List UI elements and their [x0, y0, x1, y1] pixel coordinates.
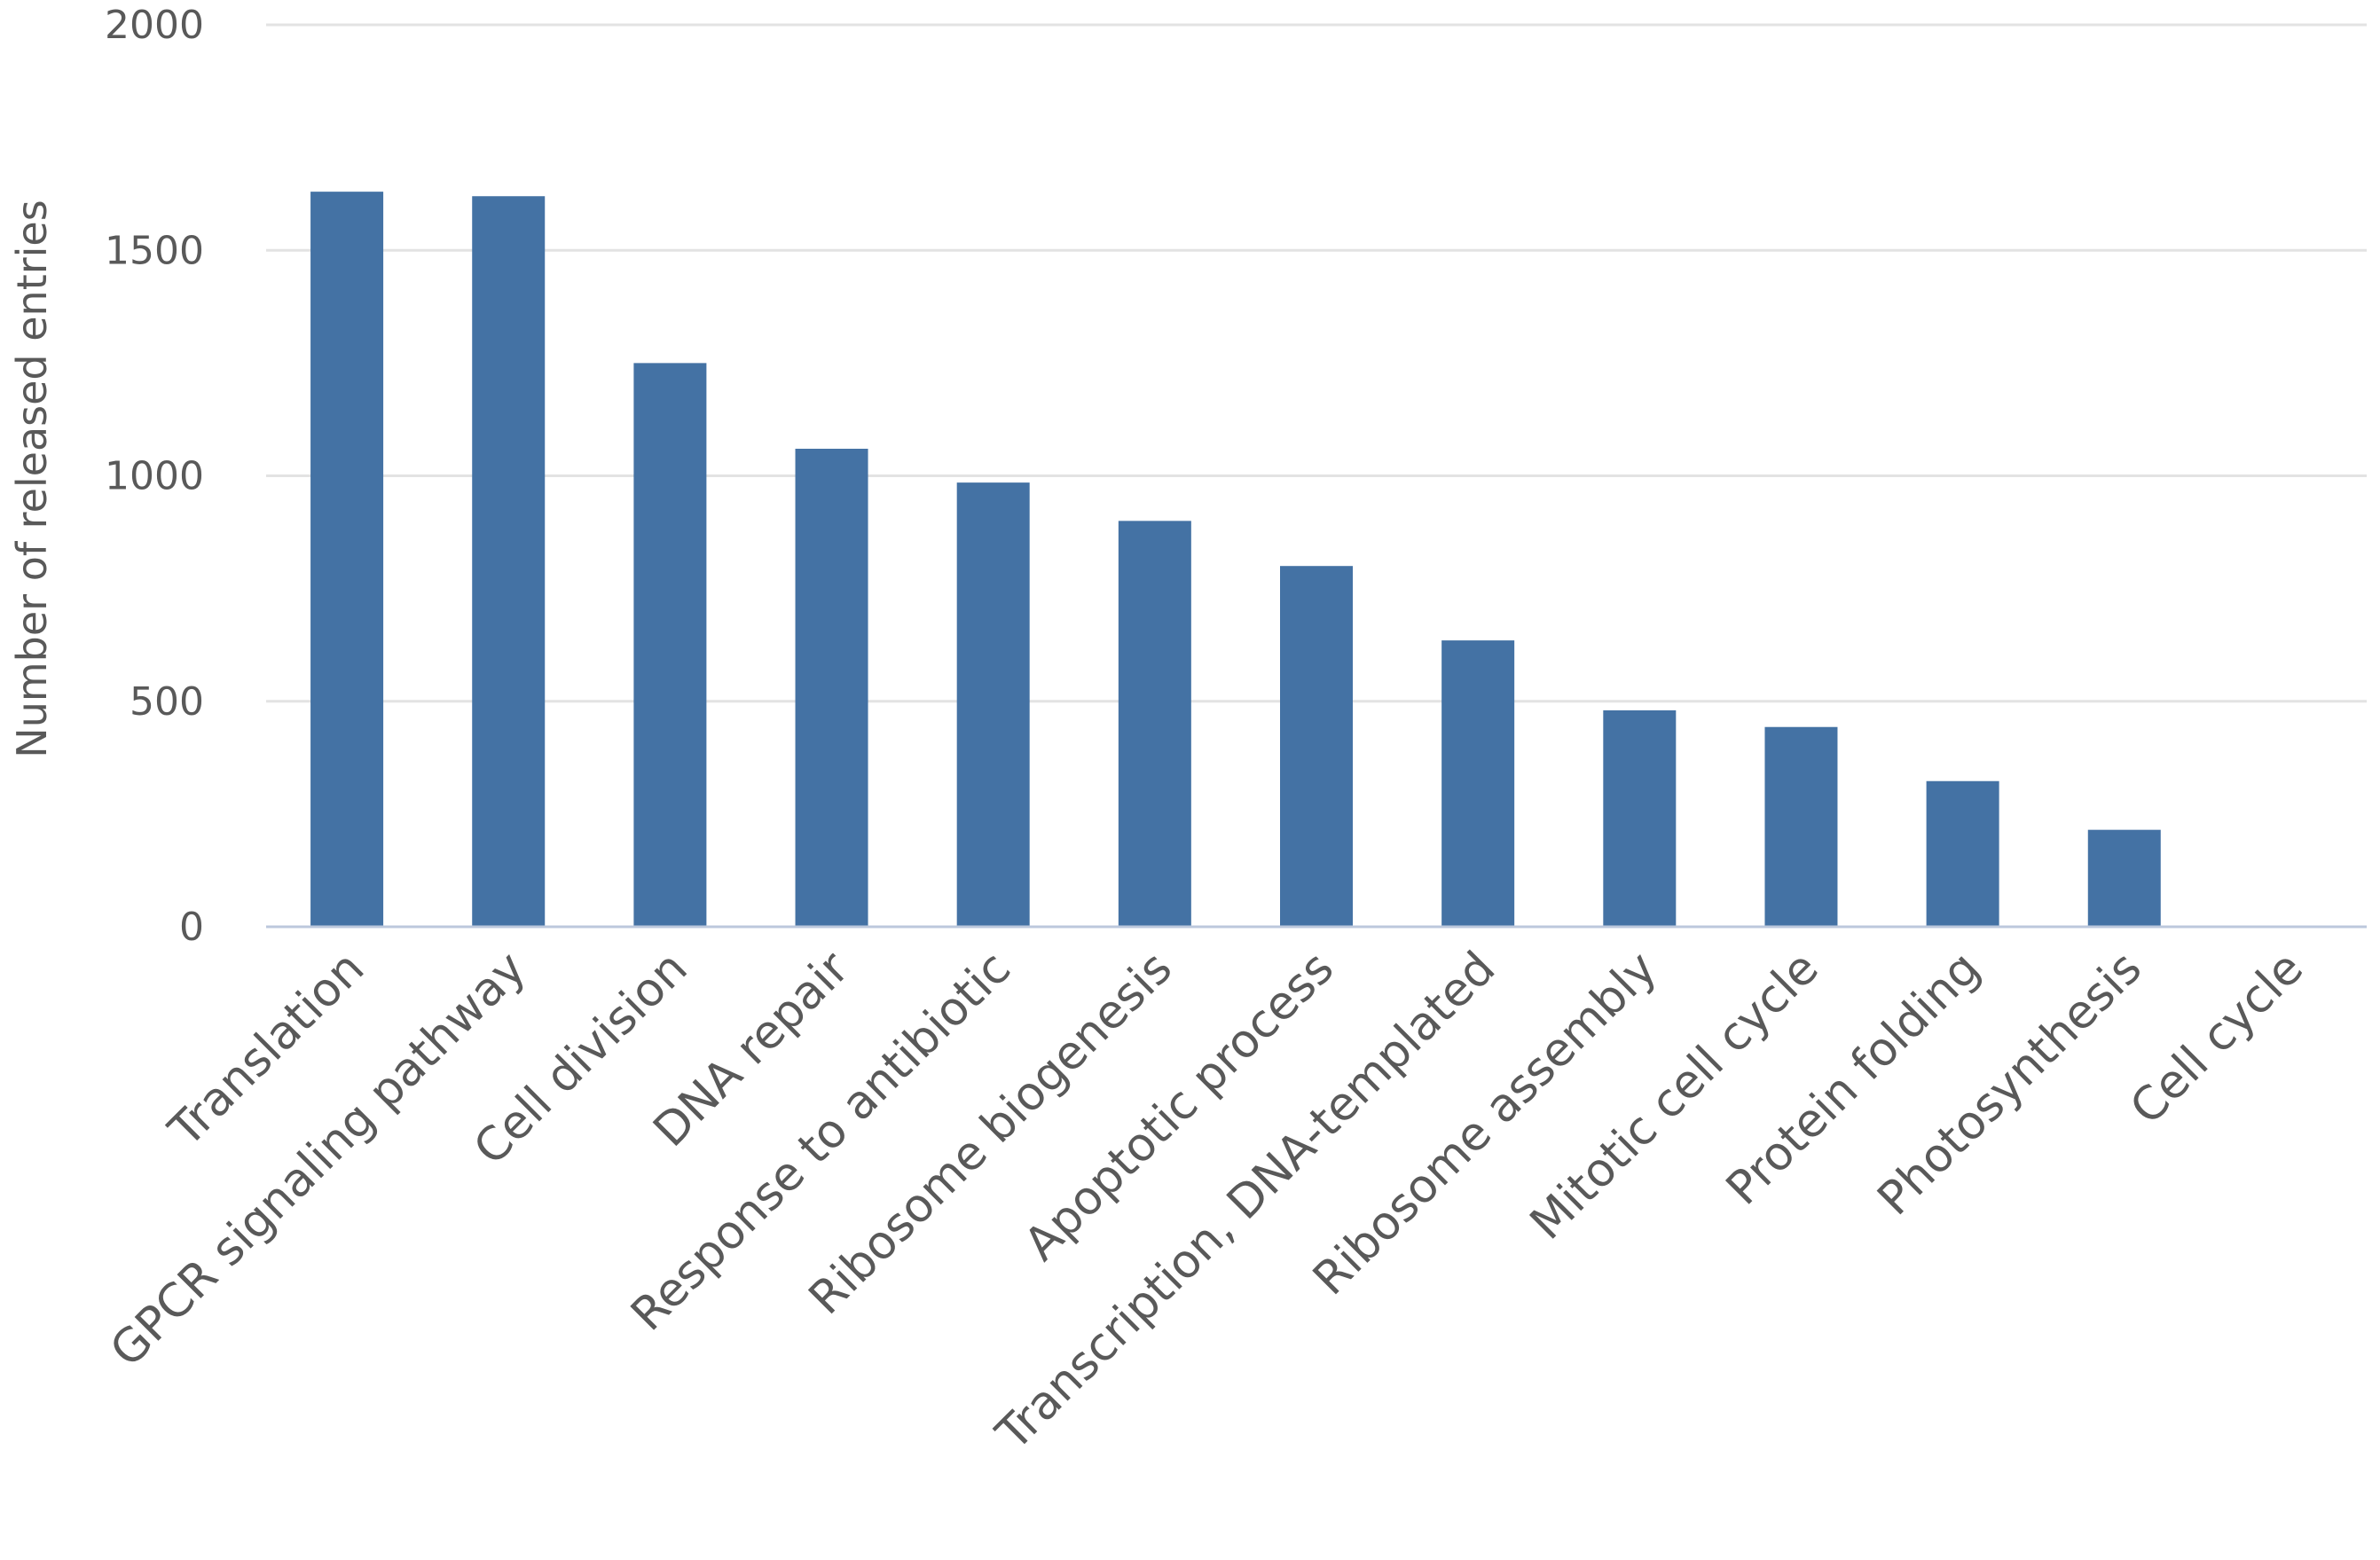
x-category-label: Cell cycle — [2120, 942, 2313, 1135]
bar-response-to-antibiotic — [956, 482, 1030, 927]
bar-protein-folding — [1926, 780, 1999, 927]
bars — [310, 192, 2161, 928]
y-tick-labels: 0 500 1000 1500 2000 — [105, 3, 204, 950]
y-tick-label: 1000 — [105, 454, 204, 499]
x-category-label: Mitotic cell cycle — [1520, 942, 1829, 1250]
y-axis-title: Number of released entries — [8, 200, 56, 757]
bar-ribosome-biogenesis — [1118, 521, 1191, 927]
bar-apoptotic-process — [1280, 566, 1353, 927]
y-tick-label: 500 — [130, 679, 204, 725]
bar-mitotic-cell-cycle — [1764, 726, 1838, 927]
bar-gpcr-signaling-pathway — [472, 196, 546, 928]
y-tick-label: 0 — [179, 905, 204, 950]
x-category-label: Apoptotic process — [1015, 942, 1345, 1272]
bar-photosynthesis — [2087, 829, 2161, 927]
bar-translation — [310, 192, 384, 927]
y-tick-label: 1500 — [105, 228, 204, 273]
bar-transcription-dna-templated — [1441, 640, 1515, 927]
bar-ribosome-assembly — [1603, 709, 1677, 927]
y-tick-label: 2000 — [105, 3, 204, 48]
bar-dna-repair — [795, 448, 868, 927]
bar-cell-division — [633, 363, 707, 927]
